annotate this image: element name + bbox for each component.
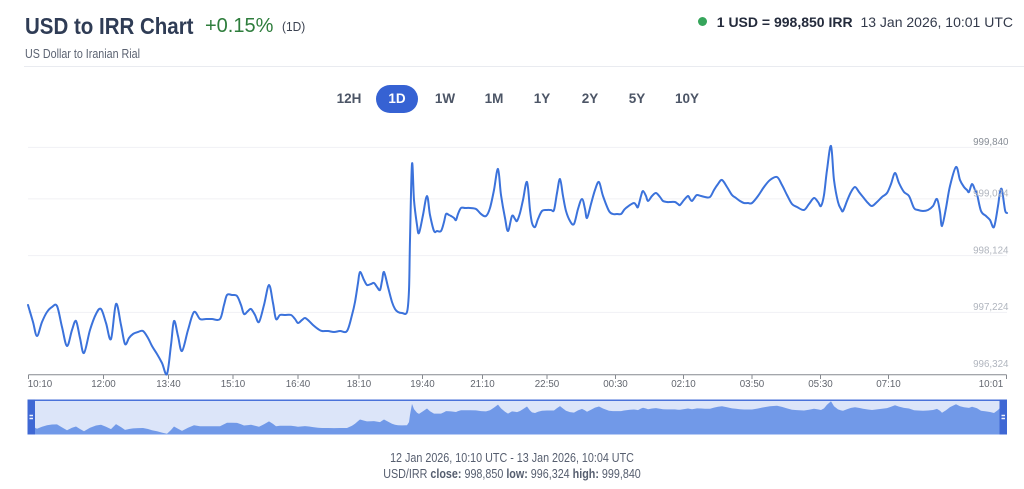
svg-text:02:10: 02:10 — [671, 379, 696, 390]
svg-text:997,224: 997,224 — [973, 302, 1009, 313]
svg-text:12:00: 12:00 — [91, 379, 116, 390]
svg-text:13:40: 13:40 — [156, 379, 181, 390]
svg-text:21:10: 21:10 — [470, 379, 495, 390]
svg-text:999,840: 999,840 — [973, 137, 1009, 148]
svg-text:00:30: 00:30 — [603, 379, 628, 390]
svg-text:10:10: 10:10 — [28, 379, 53, 390]
svg-text:10:01: 10:01 — [979, 379, 1004, 390]
svg-text:07:10: 07:10 — [876, 379, 901, 390]
svg-text:998,124: 998,124 — [973, 245, 1009, 256]
svg-text:16:40: 16:40 — [286, 379, 311, 390]
svg-text:999,024: 999,024 — [973, 189, 1009, 200]
svg-text:03:50: 03:50 — [740, 379, 765, 390]
svg-text:15:10: 15:10 — [221, 379, 246, 390]
svg-text:996,324: 996,324 — [973, 359, 1009, 370]
svg-text:19:40: 19:40 — [410, 379, 435, 390]
svg-text:22:50: 22:50 — [535, 379, 560, 390]
svg-text:18:10: 18:10 — [347, 379, 372, 390]
svg-text:05:30: 05:30 — [808, 379, 833, 390]
